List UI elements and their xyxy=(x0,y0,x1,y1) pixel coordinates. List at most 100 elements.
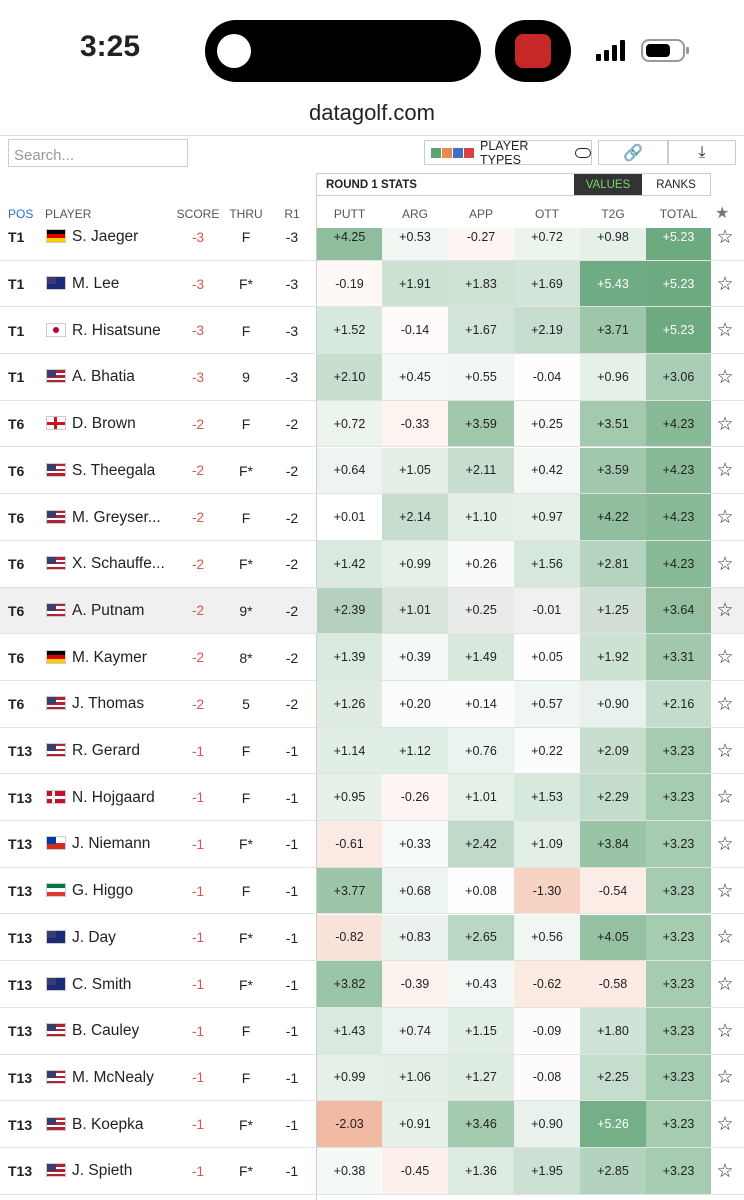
player-name[interactable]: M. Kaymer xyxy=(72,648,147,666)
ranks-toggle[interactable]: RANKS xyxy=(656,178,696,191)
stat-cell: +0.45 xyxy=(382,354,448,400)
pos-cell: T13 xyxy=(8,1163,33,1180)
table-row: T13 R. Gerard -1 F -1 +1.14 +1.12 +0.76 +0.22 +2.… xyxy=(0,727,744,775)
player-name[interactable]: J. Day xyxy=(72,928,116,946)
favorite-star[interactable]: ☆ xyxy=(716,740,734,762)
player-name[interactable]: S. Jaeger xyxy=(72,228,139,246)
player-name[interactable]: N. Hojgaard xyxy=(72,788,155,806)
r1-cell: -3 xyxy=(285,322,299,339)
player-name[interactable]: X. Schauffe... xyxy=(72,555,165,573)
thru-cell: F xyxy=(241,229,251,246)
player-name[interactable]: G. Higgo xyxy=(72,882,134,900)
stat-cell: +5.23 xyxy=(646,307,711,354)
column-header: R1 xyxy=(284,207,300,221)
search-box[interactable]: Search... xyxy=(8,139,188,167)
favorite-star[interactable]: ☆ xyxy=(716,787,734,809)
score-cell: -1 xyxy=(191,1163,204,1179)
player-name[interactable]: J. Spieth xyxy=(72,1162,133,1180)
table-row: T13 C. Smith -1 F* -1 +3.82 -0.39 +0.43 -0.62 -0.… xyxy=(0,961,744,1008)
favorite-star[interactable]: ☆ xyxy=(716,600,734,622)
type-swatches xyxy=(431,147,474,158)
player-name[interactable]: A. Bhatia xyxy=(72,368,135,386)
player-name[interactable]: M. McNealy xyxy=(72,1068,154,1086)
player-name[interactable]: R. Gerard xyxy=(72,742,141,760)
favorite-star[interactable]: ☆ xyxy=(716,460,734,482)
table-row: T13 J. Spieth -1 F* -1 +0.38 -0.45 +1.36 +1.95 +2… xyxy=(0,1148,744,1195)
player-name[interactable]: R. Hisatsune xyxy=(72,321,161,339)
player-types-button[interactable]: PLAYER TYPES xyxy=(424,139,592,167)
stat-cell: +3.23 xyxy=(646,914,711,961)
stat-cell: -2.03 xyxy=(317,1101,382,1147)
favorite-star[interactable]: ☆ xyxy=(716,366,734,388)
favorite-star[interactable]: ☆ xyxy=(716,228,734,248)
column-header: T2G xyxy=(601,207,625,221)
player-name[interactable]: J. Thomas xyxy=(72,695,145,713)
thru-cell: F* xyxy=(239,1116,253,1133)
favorite-star[interactable]: ☆ xyxy=(716,1020,734,1042)
pos-cell: T13 xyxy=(8,743,33,760)
player-name[interactable]: M. Lee xyxy=(72,275,120,293)
stat-cell: +1.01 xyxy=(382,587,448,634)
score-cell: -3 xyxy=(191,229,204,245)
stat-cell: +1.10 xyxy=(448,494,514,540)
score-cell: -2 xyxy=(191,510,204,526)
score-cell: -2 xyxy=(191,650,204,666)
favorite-star[interactable]: ☆ xyxy=(716,553,734,575)
score-cell: -1 xyxy=(191,883,204,899)
stat-cell: +3.23 xyxy=(646,867,711,914)
stat-cell: +3.23 xyxy=(646,1101,711,1147)
thru-cell: 5 xyxy=(242,696,250,713)
pos-cell: T1 xyxy=(8,322,25,339)
player-name[interactable]: M. Greyser... xyxy=(72,508,161,526)
table-row: T13 N. Hojgaard -1 F -1 +0.95 -0.26 +1.01 +1.53 +… xyxy=(0,774,744,822)
player-name[interactable]: B. Cauley xyxy=(72,1022,140,1040)
stat-cell: +3.84 xyxy=(580,821,646,867)
favorite-star[interactable]: ☆ xyxy=(716,880,734,902)
flag xyxy=(46,743,66,758)
pos-cell: T13 xyxy=(8,976,33,993)
table-row: T13 B. Koepka -1 F* -1 -2.03 +0.91 +3.46 +0.90 +5… xyxy=(0,1101,744,1148)
stat-cell: +3.23 xyxy=(646,774,711,821)
link-button[interactable]: 🔗 xyxy=(598,140,668,165)
download-button[interactable]: ⤓ xyxy=(668,140,736,165)
stat-cell: -0.08 xyxy=(514,1055,580,1101)
favorite-star[interactable]: ☆ xyxy=(716,833,734,855)
favorite-star[interactable]: ☆ xyxy=(716,927,734,949)
url[interactable]: datagolf.com xyxy=(309,100,435,125)
flag xyxy=(46,1023,66,1038)
stat-cell: +1.67 xyxy=(448,307,514,354)
flag xyxy=(46,322,66,337)
flag xyxy=(46,462,66,477)
favorite-star[interactable]: ☆ xyxy=(716,647,734,669)
stat-cell: +0.64 xyxy=(317,447,382,494)
favorite-star[interactable]: ☆ xyxy=(716,974,734,996)
favorite-star[interactable]: ☆ xyxy=(716,1160,734,1182)
stat-cell: +0.74 xyxy=(382,1007,448,1054)
player-name[interactable]: C. Smith xyxy=(72,975,132,993)
stat-cell: +1.25 xyxy=(580,587,646,634)
favorite-star[interactable]: ☆ xyxy=(716,413,734,435)
player-name[interactable]: D. Brown xyxy=(72,415,136,433)
values-toggle[interactable]: VALUES xyxy=(574,174,642,195)
player-name[interactable]: B. Koepka xyxy=(72,1115,144,1133)
favorite-star[interactable]: ☆ xyxy=(716,693,734,715)
stat-cell: +0.56 xyxy=(514,914,580,961)
dynamic-island xyxy=(205,20,481,82)
stat-cell: +3.06 xyxy=(646,354,711,400)
player-name[interactable]: A. Putnam xyxy=(72,601,145,619)
stat-cell: +4.25 xyxy=(317,228,382,260)
r1-cell: -2 xyxy=(285,696,299,713)
stat-cell: +0.53 xyxy=(382,228,448,260)
favorite-star[interactable]: ☆ xyxy=(716,507,734,529)
player-name[interactable]: J. Niemann xyxy=(72,835,151,853)
thru-cell: F xyxy=(241,416,251,433)
player-name[interactable]: S. Theegala xyxy=(72,461,156,479)
pos-cell: T13 xyxy=(8,1023,33,1040)
favorite-star[interactable]: ☆ xyxy=(716,273,734,295)
stat-cell: +3.23 xyxy=(646,1007,711,1054)
favorite-star[interactable]: ☆ xyxy=(716,320,734,342)
stat-cell: +3.23 xyxy=(646,1148,711,1194)
favorite-star[interactable]: ☆ xyxy=(716,1067,734,1089)
favorite-star[interactable]: ☆ xyxy=(716,1114,734,1136)
stat-cell: +1.43 xyxy=(317,1007,382,1054)
